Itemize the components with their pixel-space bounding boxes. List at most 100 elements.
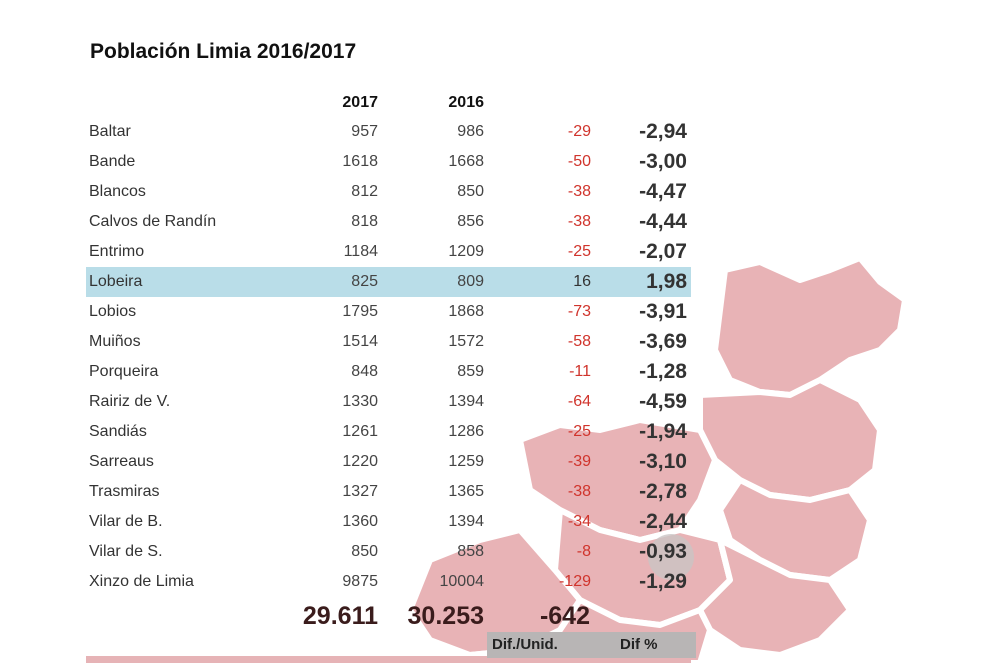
population-2016: 1286 <box>448 423 484 440</box>
table-row-highlighted: Lobeira 825 809 16 1,98 <box>86 267 691 297</box>
population-2016: 859 <box>457 363 484 380</box>
population-2017: 1261 <box>342 423 378 440</box>
municipality-name: Entrimo <box>89 243 145 260</box>
difference-percent: -0,93 <box>639 540 687 563</box>
difference-units: -25 <box>567 243 591 260</box>
map-region-south-east <box>697 537 853 658</box>
municipality-name: Vilar de S. <box>89 543 163 560</box>
municipality-name: Muiños <box>89 333 141 350</box>
table-row: Rairiz de V. 1330 1394 -64 -4,59 <box>86 387 691 417</box>
difference-units: -8 <box>576 543 591 560</box>
difference-units: -38 <box>567 183 591 200</box>
population-2017: 1330 <box>342 393 378 410</box>
map-region-north <box>712 255 908 398</box>
population-2016: 856 <box>457 213 484 230</box>
population-2016: 10004 <box>439 573 485 590</box>
difference-percent: -3,00 <box>639 150 687 173</box>
population-2016: 1365 <box>448 483 484 500</box>
population-2017: 1360 <box>342 513 378 530</box>
difference-units: -73 <box>567 303 591 320</box>
total-2016: 30.253 <box>407 602 484 630</box>
population-2017: 850 <box>351 543 378 560</box>
municipality-name: Rairiz de V. <box>89 393 171 410</box>
population-2016: 809 <box>457 273 484 290</box>
municipality-name: Trasmiras <box>89 483 160 500</box>
municipality-name: Xinzo de Limia <box>89 573 194 590</box>
population-2017: 848 <box>351 363 378 380</box>
map-region-center-east <box>697 377 883 503</box>
difference-percent: -4,47 <box>639 180 687 203</box>
difference-percent: -4,44 <box>639 210 687 233</box>
difference-units-label: Dif./Unid. <box>487 632 610 658</box>
population-2017: 1795 <box>342 303 378 320</box>
population-2017: 812 <box>351 183 378 200</box>
population-2016: 986 <box>457 123 484 140</box>
difference-percent: -1,28 <box>639 360 687 383</box>
population-2016: 1868 <box>448 303 484 320</box>
bottom-map-band <box>86 656 691 663</box>
population-2016: 1572 <box>448 333 484 350</box>
population-2017: 825 <box>351 273 378 290</box>
municipality-name: Sarreaus <box>89 453 154 470</box>
difference-percent: -2,94 <box>639 120 687 143</box>
population-2017: 1514 <box>342 333 378 350</box>
table-row: Baltar 957 986 -29 -2,94 <box>86 117 691 147</box>
header-2016: 2016 <box>448 94 484 111</box>
population-2016: 1259 <box>448 453 484 470</box>
difference-percent: -1,29 <box>639 570 687 593</box>
table-row: Blancos 812 850 -38 -4,47 <box>86 177 691 207</box>
difference-units: -38 <box>567 483 591 500</box>
population-2017: 1618 <box>342 153 378 170</box>
table-row: Sarreaus 1220 1259 -39 -3,10 <box>86 447 691 477</box>
population-2016: 850 <box>457 183 484 200</box>
difference-units: -129 <box>558 573 591 590</box>
table-row: Vilar de B. 1360 1394 -34 -2,44 <box>86 507 691 537</box>
highlight-marker <box>648 534 694 580</box>
difference-percent: -2,78 <box>639 480 687 503</box>
population-2017: 9875 <box>342 573 378 590</box>
municipality-name: Vilar de B. <box>89 513 163 530</box>
municipality-name: Blancos <box>89 183 146 200</box>
table-row: Lobios 1795 1868 -73 -3,91 <box>86 297 691 327</box>
table-row: Entrimo 1184 1209 -25 -2,07 <box>86 237 691 267</box>
table-row: Porqueira 848 859 -11 -1,28 <box>86 357 691 387</box>
population-2016: 1394 <box>448 393 484 410</box>
population-2016: 858 <box>457 543 484 560</box>
difference-units: -58 <box>567 333 591 350</box>
population-2016: 1394 <box>448 513 484 530</box>
difference-units: -25 <box>567 423 591 440</box>
municipality-name: Lobios <box>89 303 137 320</box>
difference-percent: 1,98 <box>646 270 687 293</box>
difference-percent: -3,10 <box>639 450 687 473</box>
difference-units: -64 <box>567 393 591 410</box>
table-row: Bande 1618 1668 -50 -3,00 <box>86 147 691 177</box>
difference-percent: -3,91 <box>639 300 687 323</box>
total-2017: 29.611 <box>302 602 378 630</box>
table-row: Xinzo de Limia 9875 10004 -129 -1,29 <box>86 567 691 597</box>
difference-units: 16 <box>573 273 591 290</box>
municipality-name: Sandiás <box>89 423 147 440</box>
municipality-name: Baltar <box>89 123 131 140</box>
difference-units: -29 <box>567 123 591 140</box>
municipality-name: Calvos de Randín <box>89 213 217 230</box>
municipality-name: Porqueira <box>89 363 159 380</box>
table-row: Calvos de Randín 818 856 -38 -4,44 <box>86 207 691 237</box>
table-row: Muiños 1514 1572 -58 -3,69 <box>86 327 691 357</box>
total-difference: -642 <box>539 602 590 630</box>
difference-percent: -4,59 <box>639 390 687 413</box>
table-row: Trasmiras 1327 1365 -38 -2,78 <box>86 477 691 507</box>
difference-units: -50 <box>567 153 591 170</box>
difference-units: -38 <box>567 213 591 230</box>
population-2016: 1209 <box>448 243 484 260</box>
municipality-name: Lobeira <box>89 273 143 290</box>
population-2017: 957 <box>351 123 378 140</box>
header-2017: 2017 <box>342 94 378 111</box>
population-2016: 1668 <box>448 153 484 170</box>
population-2017: 1184 <box>343 243 378 260</box>
difference-percent: -2,07 <box>639 240 687 263</box>
difference-units: -34 <box>567 513 591 530</box>
population-2017: 1327 <box>342 483 378 500</box>
municipality-name: Bande <box>89 153 136 170</box>
difference-units: -39 <box>567 453 591 470</box>
